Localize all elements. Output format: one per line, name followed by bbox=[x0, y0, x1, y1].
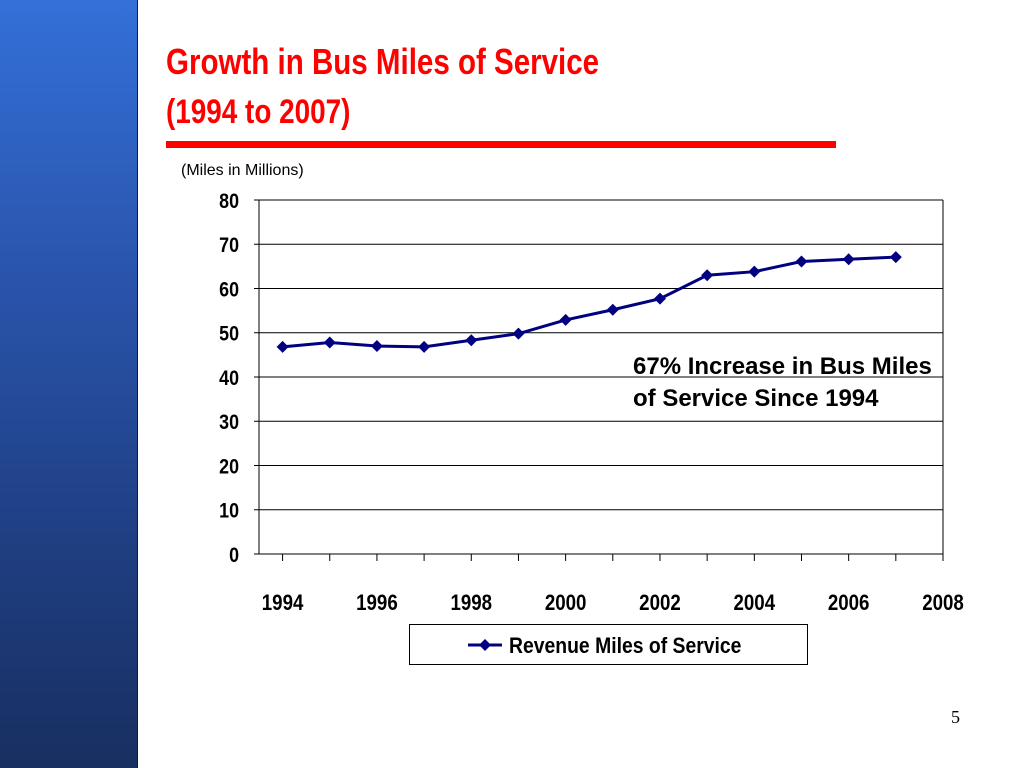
data-point bbox=[889, 251, 902, 264]
data-point bbox=[323, 336, 336, 349]
units-note: (Miles in Millions) bbox=[181, 162, 304, 179]
data-point bbox=[653, 292, 666, 305]
x-tick-label: 1998 bbox=[450, 592, 492, 616]
y-tick-label: 50 bbox=[219, 322, 239, 346]
x-tick-label: 2006 bbox=[828, 592, 870, 616]
title-underline bbox=[166, 141, 836, 148]
data-point bbox=[276, 340, 289, 353]
data-point bbox=[559, 313, 572, 326]
data-point bbox=[370, 340, 383, 353]
y-tick-label: 30 bbox=[219, 411, 239, 435]
data-point bbox=[606, 303, 619, 316]
y-tick-label: 70 bbox=[219, 234, 239, 258]
data-point bbox=[701, 269, 714, 282]
page-number: 5 bbox=[951, 707, 960, 727]
y-tick-label: 0 bbox=[229, 544, 239, 568]
x-tick-label: 2002 bbox=[639, 592, 681, 616]
series-line bbox=[282, 255, 896, 349]
data-point bbox=[512, 327, 525, 340]
page-subtitle: (1994 to 2007) bbox=[166, 93, 351, 131]
x-tick-label: 1994 bbox=[262, 592, 304, 616]
data-point bbox=[465, 334, 478, 347]
sidebar-band bbox=[0, 0, 138, 768]
legend-swatch-icon bbox=[468, 639, 502, 651]
y-tick-label: 20 bbox=[219, 455, 239, 479]
y-tick-label: 10 bbox=[219, 499, 239, 523]
legend-label: Revenue Miles of Service bbox=[509, 633, 742, 658]
data-point bbox=[748, 265, 761, 278]
x-tick-label: 1996 bbox=[356, 592, 398, 616]
data-point bbox=[795, 255, 808, 268]
x-tick-label: 2004 bbox=[734, 592, 776, 616]
y-tick-label: 80 bbox=[219, 190, 239, 214]
page-title: Growth in Bus Miles of Service bbox=[166, 41, 600, 82]
y-tick-label: 40 bbox=[219, 367, 239, 391]
chart-legend: Revenue Miles of Service bbox=[409, 624, 808, 665]
x-tick-label: 2008 bbox=[922, 592, 964, 616]
y-tick-label: 60 bbox=[219, 278, 239, 302]
data-point bbox=[842, 253, 855, 266]
x-tick-label: 2000 bbox=[545, 592, 587, 616]
chart-annotation: 67% Increase in Bus Miles of Service Sin… bbox=[633, 353, 932, 412]
data-point bbox=[418, 340, 431, 353]
